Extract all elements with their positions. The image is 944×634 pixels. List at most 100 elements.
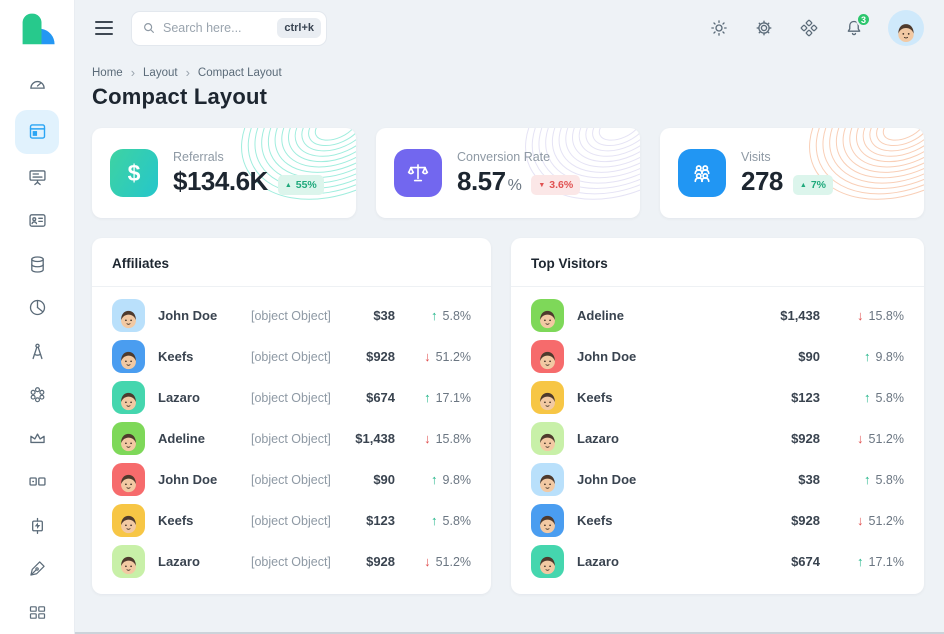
page-content: Home › Layout › Compact Layout Compact L… bbox=[75, 56, 944, 594]
avatar-face-icon bbox=[539, 310, 556, 329]
user-avatar[interactable] bbox=[888, 10, 924, 46]
sidebar-item-layout[interactable] bbox=[15, 109, 59, 154]
database-icon bbox=[30, 256, 44, 273]
presentation-icon bbox=[28, 170, 46, 185]
trend-caret: ▼ bbox=[538, 181, 546, 189]
trend-caret: ▲ bbox=[284, 181, 292, 189]
settings-button[interactable] bbox=[753, 17, 775, 39]
affiliates-card: Affiliates John Doe [object Object] $38 bbox=[92, 238, 492, 594]
components-icon bbox=[30, 387, 44, 403]
trend: ↑ 17.1% bbox=[820, 554, 904, 569]
sidebar-item-database[interactable] bbox=[15, 243, 59, 287]
row-avatar bbox=[112, 463, 145, 496]
avatar-face-icon bbox=[120, 474, 137, 493]
search-box[interactable]: ctrl+k bbox=[131, 10, 327, 46]
app-logo[interactable] bbox=[0, 0, 74, 56]
table-row: Keefs [object Object] $928 ↓ 51.2% bbox=[112, 336, 471, 377]
page-label: [object Object] bbox=[251, 390, 331, 405]
stat-label: Conversion Rate bbox=[457, 149, 551, 164]
amount: $90 bbox=[373, 472, 396, 487]
trend: ↓ 51.2% bbox=[820, 513, 904, 528]
trend-arrow-icon: ↑ bbox=[864, 349, 871, 364]
avatar-face-icon bbox=[120, 351, 137, 370]
users-icon bbox=[678, 149, 726, 197]
sidebar bbox=[0, 0, 75, 634]
page-label: [object Object] bbox=[251, 308, 331, 323]
table-row: Adeline [object Object] $1,438 ↓ 15.8% bbox=[112, 418, 471, 459]
row-avatar bbox=[531, 422, 565, 455]
sidebar-item-components[interactable] bbox=[15, 373, 59, 417]
chevron-right-icon: › bbox=[185, 65, 190, 80]
trend: ↓ 15.8% bbox=[820, 308, 904, 323]
avatar-face-icon bbox=[539, 433, 556, 452]
notification-count-badge: 3 bbox=[856, 12, 871, 27]
visitor-name: Keefs bbox=[577, 390, 613, 405]
scales-icon bbox=[394, 149, 442, 197]
trend: ↓ 51.2% bbox=[395, 554, 471, 569]
amount: $928 bbox=[366, 554, 396, 569]
widgets-icon bbox=[29, 605, 45, 619]
avatar-face-icon bbox=[120, 310, 137, 329]
trend-arrow-icon: ↓ bbox=[857, 431, 864, 446]
trend: ↑ 5.8% bbox=[820, 390, 904, 405]
sidebar-item-crown[interactable] bbox=[15, 417, 59, 461]
avatar-face-icon bbox=[120, 556, 137, 575]
sidebar-item-compass[interactable] bbox=[15, 330, 59, 374]
dashboard-icon bbox=[29, 81, 45, 90]
menu-toggle-button[interactable] bbox=[91, 15, 117, 41]
affiliate-name: John Doe bbox=[158, 472, 218, 487]
topbar-actions: 3 bbox=[708, 10, 924, 46]
sidebar-item-widgets[interactable] bbox=[15, 591, 59, 634]
sidebar-item-presentation[interactable] bbox=[15, 156, 59, 200]
amount: $928 bbox=[791, 431, 820, 446]
breadcrumb: Home › Layout › Compact Layout bbox=[92, 66, 924, 79]
trend-arrow-icon: ↑ bbox=[431, 513, 438, 528]
trend-percent: 9.8% bbox=[875, 349, 905, 364]
trend-percent: 51.2% bbox=[868, 513, 904, 528]
notifications-button[interactable]: 3 bbox=[843, 12, 871, 39]
amount: $1,438 bbox=[780, 308, 820, 323]
search-input[interactable] bbox=[163, 21, 271, 35]
row-avatar bbox=[531, 381, 565, 414]
stat-label: Visits bbox=[741, 149, 771, 164]
table-row: John Doe [object Object] $38 ↑ 5.8% bbox=[112, 295, 471, 336]
search-shortcut-badge: ctrl+k bbox=[277, 18, 321, 38]
crown-icon bbox=[29, 433, 45, 443]
sidebar-item-id-card[interactable] bbox=[15, 199, 59, 243]
row-avatar bbox=[112, 299, 145, 332]
trend: ↑ 9.8% bbox=[820, 349, 904, 364]
trend-arrow-icon: ↑ bbox=[431, 308, 438, 323]
breadcrumb-home[interactable]: Home bbox=[92, 66, 123, 79]
trend-arrow-icon: ↑ bbox=[864, 472, 871, 487]
amount: $928 bbox=[791, 513, 820, 528]
sidebar-item-chip[interactable] bbox=[15, 504, 59, 548]
trend: ↑ 17.1% bbox=[395, 390, 471, 405]
row-avatar bbox=[112, 504, 145, 537]
trend: ↑ 5.8% bbox=[820, 472, 904, 487]
table-title: Top Visitors bbox=[511, 238, 924, 287]
page-label: [object Object] bbox=[251, 554, 331, 569]
trend: ↓ 51.2% bbox=[395, 349, 471, 364]
breadcrumb-layout[interactable]: Layout bbox=[143, 66, 178, 79]
visitor-name: Adeline bbox=[577, 308, 624, 323]
trend-arrow-icon: ↑ bbox=[864, 390, 871, 405]
sidebar-item-panels[interactable] bbox=[15, 460, 59, 504]
page-label: [object Object] bbox=[251, 472, 331, 487]
sidebar-item-pie-chart[interactable] bbox=[15, 286, 59, 330]
search-icon bbox=[144, 23, 154, 33]
top-visitors-card: Top Visitors Adeline $1,438 ↓ bbox=[511, 238, 924, 594]
trend-badge: ▲ 55% bbox=[277, 175, 324, 195]
theme-toggle-button[interactable] bbox=[708, 17, 730, 39]
avatar-face-icon bbox=[897, 23, 915, 43]
row-avatar bbox=[112, 340, 145, 373]
dollar-icon: $ bbox=[110, 149, 158, 197]
top-visitors-table: Adeline $1,438 ↓ 15.8% bbox=[511, 287, 924, 582]
row-avatar bbox=[112, 381, 145, 414]
trend-percent: 9.8% bbox=[442, 472, 472, 487]
sidebar-item-dashboard[interactable] bbox=[15, 64, 59, 108]
apps-button[interactable] bbox=[798, 17, 820, 39]
trend-arrow-icon: ↓ bbox=[857, 308, 864, 323]
amount: $928 bbox=[366, 349, 396, 364]
sidebar-item-pen[interactable] bbox=[15, 547, 59, 591]
